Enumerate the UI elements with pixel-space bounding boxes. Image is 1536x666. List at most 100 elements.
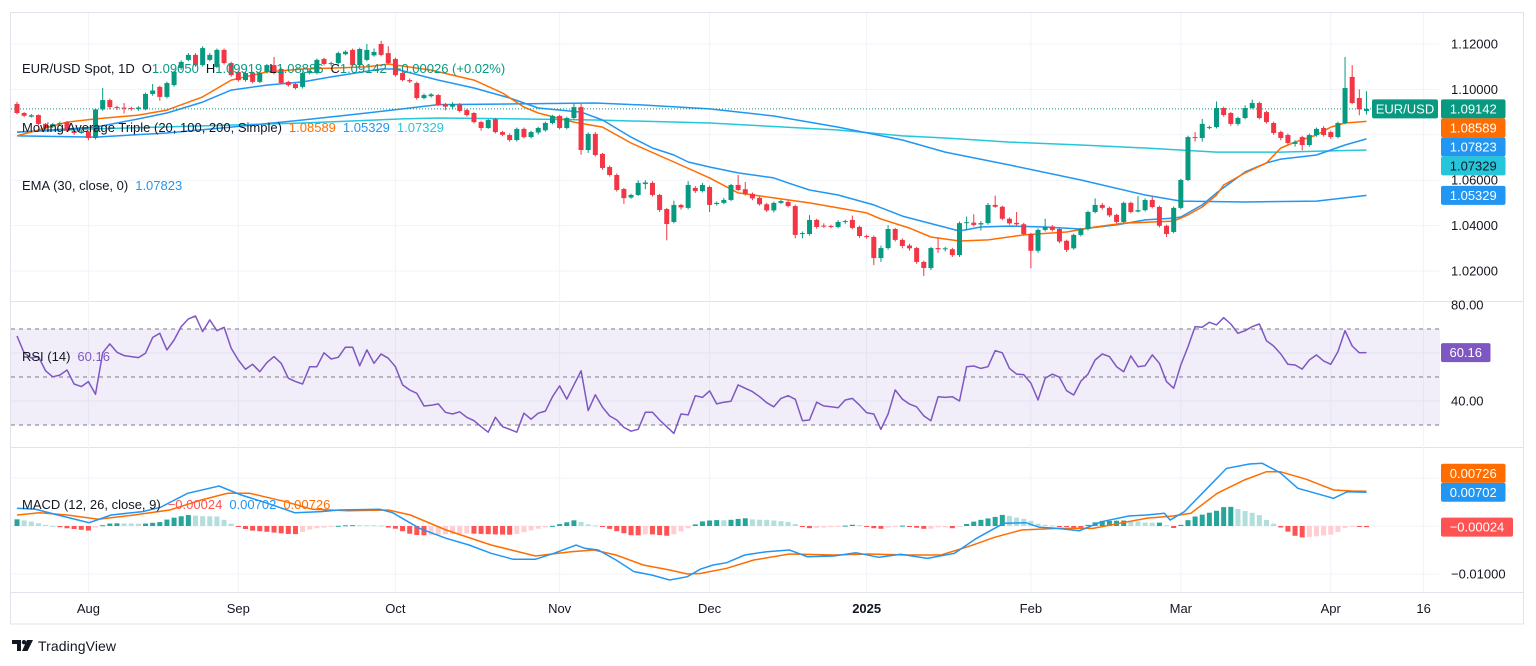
candle [664, 207, 670, 241]
price-axis-label: 1.02000 [1451, 264, 1498, 279]
candle [1078, 227, 1084, 237]
candle-body [614, 174, 620, 190]
price-tag[interactable]: 1.05329 [1441, 185, 1506, 205]
candle [757, 196, 763, 206]
candle-body [1021, 224, 1027, 234]
macd-histogram-bar [1299, 526, 1305, 538]
symbol-title[interactable]: EUR/USD Spot, 1D [22, 61, 135, 76]
candle-body [1042, 226, 1048, 230]
candle-body [257, 73, 263, 82]
time-axis-label: Oct [385, 601, 406, 616]
candle-body [407, 80, 413, 82]
macd-histogram-bar [978, 519, 984, 526]
candle-body [135, 107, 141, 109]
candle [749, 192, 755, 201]
chart-canvas[interactable]: 1.12000 1.10000 1.06000 1.04000 1.02000 80.00… [0, 0, 1536, 630]
candle-body [928, 248, 934, 269]
tradingview-logo-icon [12, 640, 33, 651]
macd-histogram-bar [942, 526, 948, 528]
price-tag[interactable]: 1.08589 [1441, 118, 1506, 138]
price-tag[interactable]: 1.09142 [1441, 99, 1506, 119]
macd-tag[interactable]: −0.00024 [1441, 517, 1513, 537]
close-key: C [330, 61, 340, 76]
candle-body [992, 204, 998, 207]
price-tag[interactable]: 1.07329 [1441, 156, 1506, 176]
macd-histogram-bar [250, 526, 256, 531]
candle-body [785, 201, 791, 207]
macd-histogram-bar [93, 526, 99, 528]
candle-body [100, 100, 106, 110]
candle-body [635, 182, 641, 195]
rsi-label[interactable]: RSI (14) [22, 349, 71, 364]
candle [107, 98, 113, 110]
rsi-tag[interactable]: 60.16 [1441, 343, 1491, 363]
candle-body [871, 236, 877, 259]
price-tag[interactable]: 1.07823 [1441, 137, 1506, 157]
macd-histogram-bar [1149, 522, 1155, 526]
candle [242, 71, 248, 82]
macd-histogram-bar [1278, 526, 1284, 528]
macd-histogram-bar [964, 523, 970, 526]
candle [1299, 135, 1305, 151]
candle-body [292, 83, 298, 89]
macd-histogram-bar [107, 523, 113, 526]
time-axis[interactable]: Aug Sep Oct Nov Dec 2025 Feb Mar Apr 16 [77, 601, 1431, 616]
tradingview-footer[interactable]: TradingView [12, 637, 116, 655]
macd-histogram-bar [185, 515, 191, 526]
candle-body [1285, 135, 1291, 143]
candle-body [457, 104, 463, 111]
macd-histogram-bar [742, 518, 748, 526]
candle-body [342, 51, 348, 55]
candle-body [221, 49, 227, 64]
macd-histogram-bar [735, 518, 741, 526]
candle [992, 195, 998, 208]
macd-histogram-bar [585, 524, 591, 526]
candle [1164, 224, 1170, 237]
macd-histogram-bar [821, 526, 827, 528]
candle-body [143, 93, 149, 110]
candle-body [1135, 210, 1141, 212]
macd-histogram-bar [1199, 514, 1205, 526]
candle [985, 202, 991, 225]
candle-body [807, 219, 813, 234]
price-tag-bg [1441, 137, 1506, 157]
rsi-pane[interactable] [11, 315, 1440, 435]
candle-body [828, 226, 834, 228]
candle [771, 201, 777, 213]
macd-histogram-bar [178, 516, 184, 526]
candle [314, 58, 320, 75]
macd-label[interactable]: MACD (12, 26, close, 9) [22, 497, 161, 512]
price-axis[interactable]: 1.12000 1.10000 1.06000 1.04000 1.02000 [1451, 37, 1498, 279]
candle [842, 219, 848, 224]
candle-body [1249, 103, 1255, 109]
candle [385, 46, 391, 65]
macd-axis[interactable]: −0.01000 [1451, 567, 1506, 582]
macd-histogram-bar [914, 526, 920, 528]
candle-body [978, 223, 984, 225]
ema-label[interactable]: EMA (30, close, 0) [22, 178, 129, 193]
macd-histogram-bar [892, 526, 898, 527]
candle [178, 60, 184, 70]
candle-body [699, 184, 705, 192]
rsi-axis[interactable]: 80.00 40.00 [1451, 298, 1484, 409]
candle-body [1363, 108, 1369, 111]
chart-border [10, 12, 1524, 625]
macd-pane[interactable] [14, 462, 1369, 581]
ma-triple-label[interactable]: Moving Average Triple (20, 100, 200, Sim… [22, 119, 282, 135]
macd-histogram-bar [235, 526, 241, 527]
candle-body [350, 49, 356, 66]
macd-histogram-bar [1106, 520, 1112, 526]
candle-body [478, 122, 484, 128]
macd-tag[interactable]: 0.00702 [1441, 482, 1506, 502]
symbol-tag[interactable]: EUR/USD [1372, 99, 1438, 119]
macd-tag[interactable]: 0.00726 [1441, 463, 1506, 483]
candle [1128, 201, 1134, 214]
time-axis-label: 2025 [852, 601, 881, 616]
macd-histogram-bar [649, 526, 655, 535]
candle [1249, 99, 1255, 110]
candle-body [271, 65, 277, 74]
price-axis-label: 1.06000 [1451, 173, 1498, 188]
candle-body [28, 115, 34, 117]
price-tags[interactable]: EUR/USD 1.09142 1.08589 1.07823 1.07329 1.053… [1372, 99, 1513, 537]
candle [1042, 218, 1048, 232]
